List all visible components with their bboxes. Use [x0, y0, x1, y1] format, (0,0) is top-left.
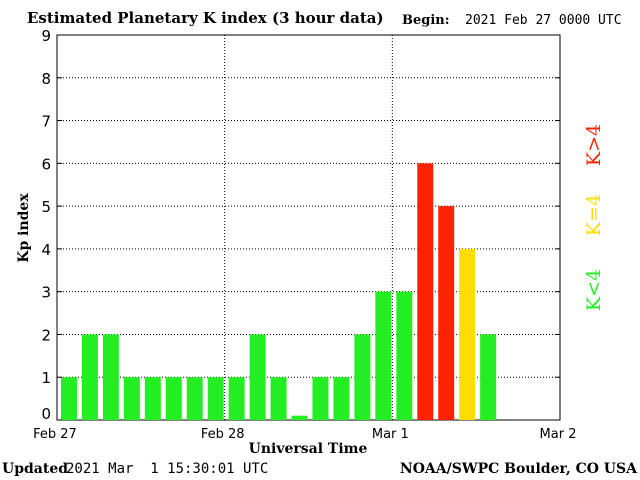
y-tick-label: 8 — [41, 70, 51, 88]
begin-value: 2021 Feb 27 0000 UTC — [465, 13, 622, 28]
y-ticks: 0 1 2 3 4 5 6 7 8 9 — [41, 27, 560, 423]
kp-bar — [144, 377, 161, 420]
kp-bar — [375, 291, 392, 420]
kp-bar — [459, 248, 476, 420]
kp-bar — [291, 415, 308, 420]
kp-bar — [165, 377, 182, 420]
y-tick-label: 4 — [41, 241, 51, 259]
kp-bar — [123, 377, 140, 420]
y-tick-label: 2 — [41, 326, 51, 344]
x-tick-label: Feb 27 — [33, 427, 77, 442]
y-tick-label: 0 — [41, 405, 51, 423]
chart-title: Estimated Planetary K index (3 hour data… — [27, 9, 384, 27]
updated-label: Updated — [2, 461, 69, 477]
updated-value: 2021 Mar 1 15:30:01 UTC — [66, 461, 269, 477]
begin-label: Begin: — [402, 13, 450, 28]
x-axis-label: Universal Time — [249, 441, 368, 457]
kp-bar — [480, 334, 497, 420]
y-tick-label: 1 — [41, 369, 51, 387]
kp-bar — [186, 377, 203, 420]
legend-below: K<4 — [583, 269, 605, 311]
y-tick-label: 9 — [41, 27, 51, 45]
y-tick-label: 7 — [41, 113, 51, 131]
y-tick-label: 5 — [41, 198, 51, 216]
x-tick-label: Mar 2 — [540, 427, 577, 442]
kp-bar — [249, 334, 266, 420]
kp-bar — [333, 377, 350, 420]
grid — [57, 35, 560, 420]
kp-bar — [396, 291, 413, 420]
x-tick-label: Mar 1 — [372, 427, 409, 442]
credit: NOAA/SWPC Boulder, CO USA — [399, 461, 637, 477]
legend: K<4 K=4 K>4 — [583, 124, 605, 311]
kp-bar — [61, 377, 77, 420]
kp-bar — [417, 163, 434, 421]
legend-above: K>4 — [583, 124, 605, 166]
y-tick-label: 3 — [41, 284, 51, 302]
kp-bar — [81, 334, 98, 420]
kp-bar — [228, 377, 245, 420]
kp-bar — [354, 334, 371, 420]
kp-bar — [312, 377, 329, 420]
y-axis-label: Kp index — [16, 193, 32, 263]
legend-equal: K=4 — [583, 194, 605, 236]
bars — [61, 163, 497, 421]
kp-bar — [438, 206, 455, 420]
kp-bar — [102, 334, 119, 420]
x-ticks: Feb 27 Feb 28 Mar 1 Mar 2 — [33, 427, 576, 442]
plot-frame — [56, 34, 561, 421]
kp-bar — [270, 377, 287, 420]
y-tick-label: 6 — [41, 155, 51, 173]
x-tick-label: Feb 28 — [201, 427, 245, 442]
kp-bar — [207, 377, 224, 420]
